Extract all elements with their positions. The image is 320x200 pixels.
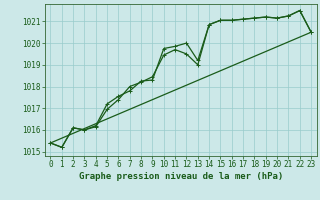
- X-axis label: Graphe pression niveau de la mer (hPa): Graphe pression niveau de la mer (hPa): [79, 172, 283, 181]
